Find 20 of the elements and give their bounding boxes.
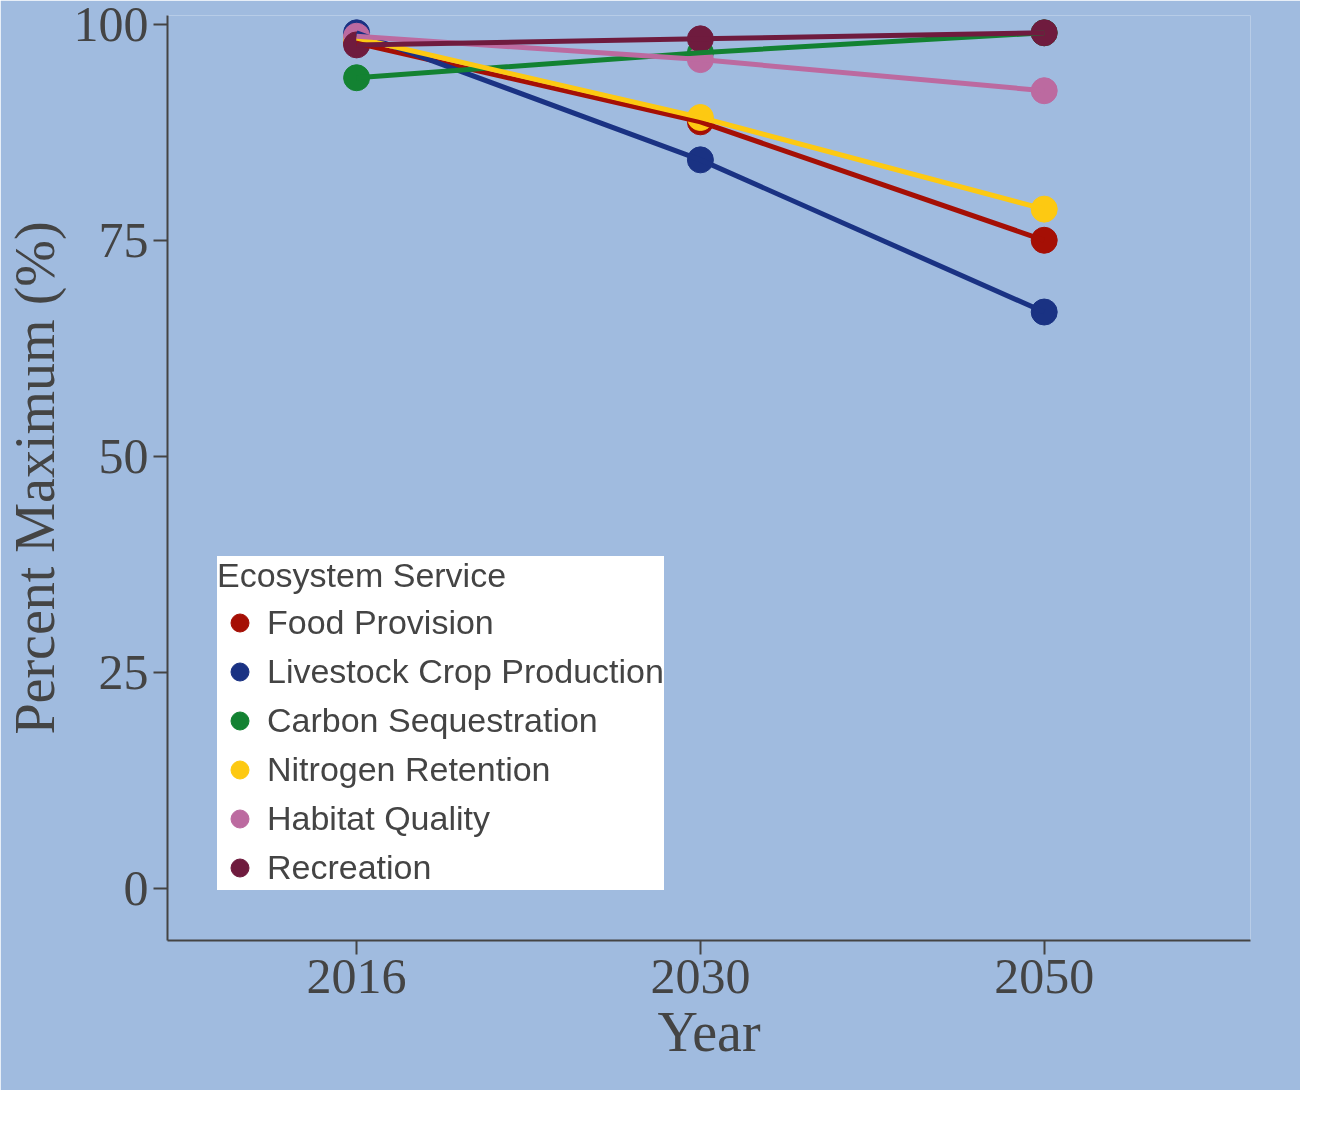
- legend-label: Recreation: [267, 847, 432, 888]
- point: [1030, 298, 1058, 326]
- legend-label: Livestock Crop Production: [267, 651, 664, 692]
- x-tick-label: 2050: [994, 947, 1095, 1004]
- legend-label: Food Provision: [267, 602, 494, 643]
- y-tick-label: 0: [123, 860, 149, 917]
- legend-label: Habitat Quality: [267, 798, 490, 839]
- legend-label: Nitrogen Retention: [267, 749, 551, 790]
- y-axis-title: Percent Maximum (%): [3, 221, 67, 735]
- legend-label: Carbon Sequestration: [267, 700, 598, 741]
- point: [1030, 226, 1058, 254]
- point: [1030, 195, 1058, 223]
- y-tick-label: 50: [98, 427, 149, 484]
- point: [1030, 77, 1058, 105]
- x-tick-label: 2016: [306, 947, 407, 1004]
- legend-title: Ecosystem Service: [217, 556, 508, 595]
- y-tick-label: 75: [98, 211, 149, 268]
- y-tick-label: 25: [98, 644, 149, 701]
- point: [343, 64, 371, 92]
- y-tick-label: 100: [73, 0, 149, 52]
